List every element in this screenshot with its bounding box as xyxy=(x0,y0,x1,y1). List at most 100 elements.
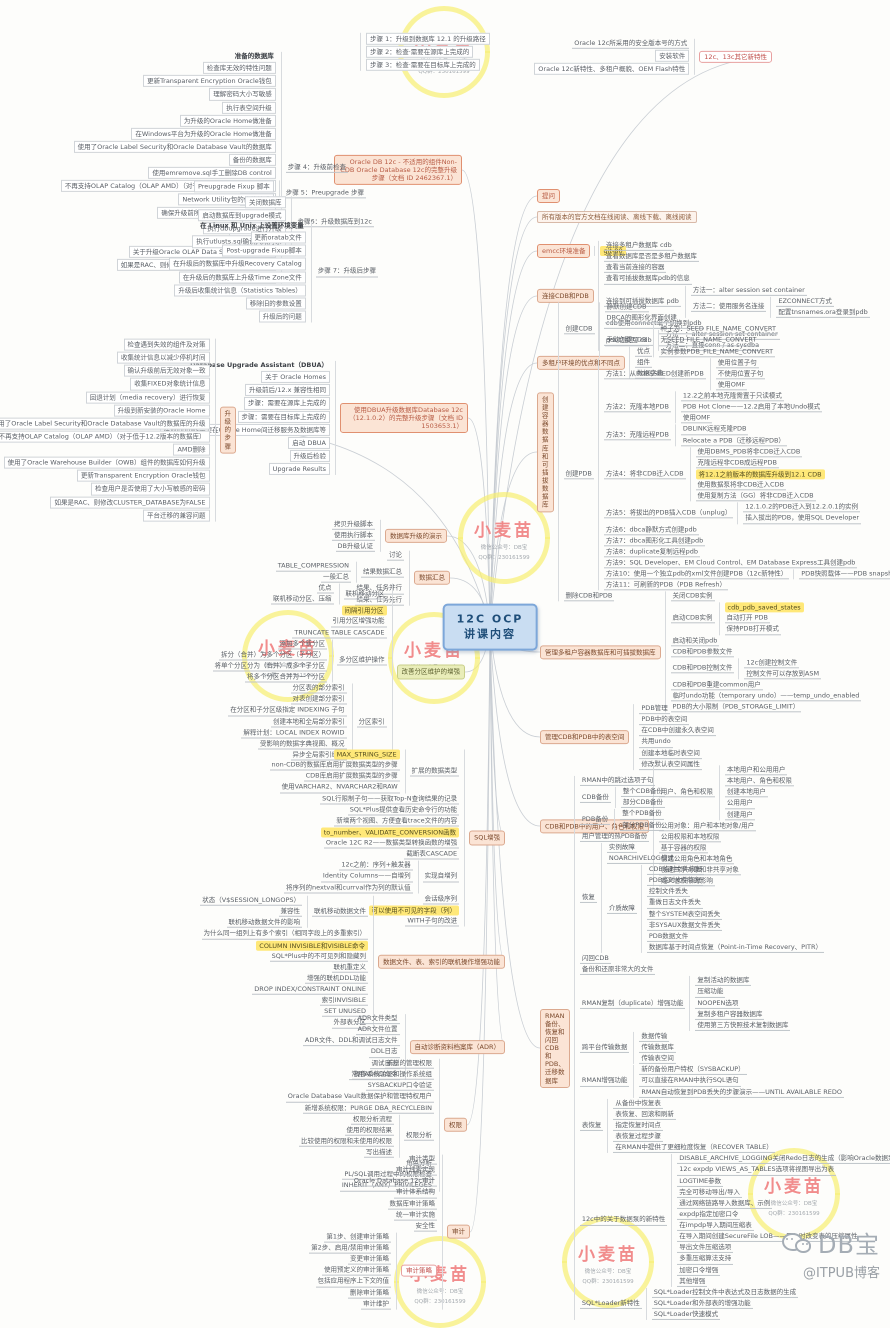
mindmap-node[interactable]: 非SYSAUX数据文件丢失 xyxy=(647,921,723,931)
mindmap-node[interactable]: 实例故障 xyxy=(607,843,637,853)
mindmap-node[interactable]: 对表创建部分索引 xyxy=(291,695,347,705)
mindmap-node[interactable]: expdp指定加密口令 xyxy=(677,1210,740,1220)
mindmap-node[interactable]: 整个PDB备份 xyxy=(620,809,663,819)
mindmap-node[interactable]: 扩展的数据类型 xyxy=(410,766,460,776)
mindmap-node[interactable]: 共用undo xyxy=(639,738,672,748)
mindmap-node[interactable]: 12c expdp VIEWS_AS_TABLES选项将视图导出为表 xyxy=(677,1165,836,1175)
mindmap-node[interactable]: 关于 Oracle Homes xyxy=(261,371,330,383)
mindmap-node[interactable]: Upgrade Results xyxy=(269,463,330,475)
mindmap-node[interactable]: 审计策略 xyxy=(401,1265,437,1277)
mindmap-node[interactable]: RMAN自动恢复到PDB丢失的步骤演示——UNTIL AVAILABLE RED… xyxy=(639,1087,844,1097)
mindmap-node[interactable]: 备份的数据库 xyxy=(229,154,276,166)
mindmap-node[interactable]: RMAN中的跳过选项子句 xyxy=(580,776,655,786)
mindmap-node[interactable]: 控制文件可以存放到ASM xyxy=(744,669,821,679)
branch-official-docs[interactable]: 所有版本的官方文档在线阅读、离线下载、离线阅读 xyxy=(537,211,697,223)
mindmap-node[interactable]: 审计线索实现 xyxy=(394,1166,437,1176)
mindmap-node[interactable]: 收集统计信息以减少停机时间 xyxy=(117,352,210,364)
mindmap-node[interactable]: 将多个分区合并为一个分区 xyxy=(245,673,327,683)
mindmap-node[interactable]: Relocate a PDB（迁移远程PDB） xyxy=(681,436,787,446)
mindmap-node[interactable]: PDB数据文件 xyxy=(647,932,690,942)
mindmap-node[interactable]: 将序列的nextval和currval作为列的默认值 xyxy=(284,883,413,893)
mindmap-node[interactable]: 升级后检验 xyxy=(290,450,331,462)
mindmap-node[interactable]: 方法5：将拔出的PDB插入CDB（unplug） xyxy=(604,508,733,518)
mindmap-node[interactable]: 12.2之前本地克隆需置于只读模式 xyxy=(681,391,784,401)
mindmap-node[interactable]: 整个CDB备份 xyxy=(621,787,665,797)
mindmap-node[interactable]: 使用位置子句 xyxy=(716,358,759,368)
mindmap-node[interactable]: 手动创建CDB xyxy=(605,336,649,346)
mindmap-node[interactable]: 启动CDB实例 xyxy=(671,614,715,624)
mindmap-node[interactable]: CDB和PDB控制文件 xyxy=(671,664,735,674)
mindmap-node[interactable]: 复制活动的数据库 xyxy=(695,976,751,986)
mindmap-node[interactable]: MAX_STRING_SIZE xyxy=(334,750,400,760)
mindmap-node[interactable]: 为升级的Oracle Home做准备 xyxy=(180,115,276,127)
mindmap-node[interactable]: PDB中的表空间 xyxy=(639,715,689,725)
mindmap-node[interactable]: 执行表空间升级 xyxy=(222,101,276,113)
mindmap-node[interactable]: 方法7：dbca图形化工具创建pdb xyxy=(604,536,705,546)
mindmap-node[interactable]: 确认升级前后无效对象一致 xyxy=(124,365,210,377)
mindmap-node[interactable]: 移除旧的参数设置 xyxy=(246,297,306,309)
mindmap-node[interactable]: 介质故障 xyxy=(607,904,637,914)
mindmap-node[interactable]: 部分CDB备份 xyxy=(621,798,665,808)
mindmap-node[interactable]: 方法3：克隆远程PDB xyxy=(604,430,671,440)
mindmap-node[interactable]: 加密口令增强 xyxy=(677,1265,720,1275)
mindmap-node[interactable]: 检查库无效的特性问题 xyxy=(203,62,276,74)
branch-sql-enhancements[interactable]: SQL增强 xyxy=(469,831,505,845)
mindmap-node[interactable]: TABLE_COMPRESSION xyxy=(276,562,351,572)
mindmap-node[interactable]: 重做日志文件丢失 xyxy=(647,898,703,908)
mindmap-node[interactable]: 删除审计策略 xyxy=(348,1288,391,1298)
mindmap-node[interactable]: 查看可插拔数据库pdb的信息 xyxy=(604,274,692,284)
mindmap-node[interactable]: 优点 xyxy=(317,584,334,594)
mindmap-node[interactable]: PDB Hot Clone——12.2启用了本地Undo模式 xyxy=(681,402,822,412)
mindmap-node[interactable]: 联机移动数据文件 xyxy=(312,907,368,917)
mindmap-node[interactable]: 升级到新安装的Oracle Home xyxy=(114,404,210,416)
mindmap-node[interactable]: RMAN增强功能 xyxy=(580,1076,629,1086)
mindmap-node[interactable]: 新增两个视图、方便查看trace文件的内容 xyxy=(334,816,459,826)
mindmap-node[interactable]: 闪回CDB xyxy=(580,954,611,964)
mindmap-node[interactable]: 如果是RAC、则修改CLUSTER_DATABASE为FALSE xyxy=(50,496,209,508)
mindmap-node[interactable]: Oracle 12C R2——数据类型转换函数的增强 xyxy=(324,839,459,849)
mindmap-node[interactable]: SQL*Plus中的不可见列和隐藏列 xyxy=(270,951,368,961)
mindmap-node[interactable]: 方法2：克隆本地PDB xyxy=(604,402,671,412)
branch-privileges[interactable]: 权限 xyxy=(444,1118,467,1132)
mindmap-node[interactable]: SQL*Loader和外部表的增强功能 xyxy=(652,1299,753,1309)
mindmap-node[interactable]: 多重压缩算法支持 xyxy=(677,1254,733,1264)
mindmap-node[interactable]: 可以直接在RMAN中执行SQL语句 xyxy=(639,1076,740,1086)
mindmap-node[interactable]: 查看当前连接的容器 xyxy=(604,263,667,273)
mindmap-node[interactable]: 使用OMF xyxy=(681,414,712,424)
mindmap-node[interactable]: DISABLE_ARCHIVE_LOGGING关闭Redo日志的生成（影响Ora… xyxy=(677,1154,890,1164)
mindmap-node[interactable]: 多分区维护操作 xyxy=(337,656,387,666)
mindmap-node[interactable]: 创建本地和全局部分索引 xyxy=(271,717,347,727)
mindmap-node[interactable]: 跨平台传输数据 xyxy=(580,1043,630,1053)
mindmap-node[interactable]: 更新Transparent Encryption Oracle钱包 xyxy=(143,75,276,87)
mindmap-node[interactable]: Oracle 12c新特性、多租户概貌、OEM Flash特性 xyxy=(534,63,689,75)
mindmap-node[interactable]: 整个SYSTEM表空间丢失 xyxy=(647,909,722,919)
mindmap-node[interactable]: 使用预定义的审计策略 xyxy=(322,1266,391,1276)
mindmap-node[interactable]: 12c中的关于数据泵的新特性 xyxy=(580,1215,667,1225)
mindmap-node[interactable]: 步骤：需要在目标库上完成的 xyxy=(238,410,331,422)
mindmap-node[interactable]: 本地用户和公用用户 xyxy=(725,765,788,775)
mindmap-node[interactable]: DDL日志 xyxy=(369,1048,400,1058)
mindmap-node[interactable]: 备份和还原非常大的文件 xyxy=(580,965,656,975)
mindmap-node[interactable]: LOGTIME参数 xyxy=(677,1176,723,1186)
mindmap-node[interactable]: 添加多个新分区 xyxy=(278,639,328,649)
mindmap-node[interactable]: AMD删除 xyxy=(173,444,209,456)
mindmap-node[interactable]: 第1步、创建审计策略 xyxy=(324,1233,391,1243)
mindmap-node[interactable]: 步骤 3：检查·需要在目标库上完成的 xyxy=(366,59,480,71)
branch-create-cdb-pdb[interactable]: 创建容器数据库和可插拔数据库 xyxy=(537,392,554,512)
mindmap-node[interactable]: 第2步、启用/禁用审计策略 xyxy=(309,1244,391,1254)
mindmap-node[interactable]: 回退计划（media recovery）进行恢复 xyxy=(86,391,210,403)
branch-connect-cdb-pdb[interactable]: 连接CDB和PDB xyxy=(537,289,594,303)
mindmap-node[interactable]: 引用分区增强功能 xyxy=(331,617,387,627)
mindmap-node[interactable]: 新增的管理权限 xyxy=(385,1059,435,1069)
mindmap-node[interactable]: 使用复制方法（GG）将非CDB迁入CDB xyxy=(696,491,816,501)
mindmap-node[interactable]: 关闭CDB实例 xyxy=(671,591,715,601)
mindmap-node[interactable]: Oracle Database 12c审计 xyxy=(352,1177,437,1187)
mindmap-node[interactable]: 使用了Oracle Label Security和Oracle Database… xyxy=(74,141,276,153)
mindmap-node[interactable]: ADR文件、DDL和调试日志文件 xyxy=(303,1036,400,1046)
mindmap-node[interactable]: 在升级后的数据库上升级Time Zone文件 xyxy=(179,271,306,283)
mindmap-node[interactable]: 理解密码大小写敏感 xyxy=(209,88,276,100)
mindmap-node[interactable]: TRUNCATE TABLE CASCADE xyxy=(292,628,386,638)
mindmap-node[interactable]: PDB备份 xyxy=(580,815,610,825)
mindmap-node[interactable]: 受影响的数据字典视图、概况 xyxy=(258,739,347,749)
mindmap-node[interactable]: SQL*Loader快速模式 xyxy=(652,1310,720,1320)
